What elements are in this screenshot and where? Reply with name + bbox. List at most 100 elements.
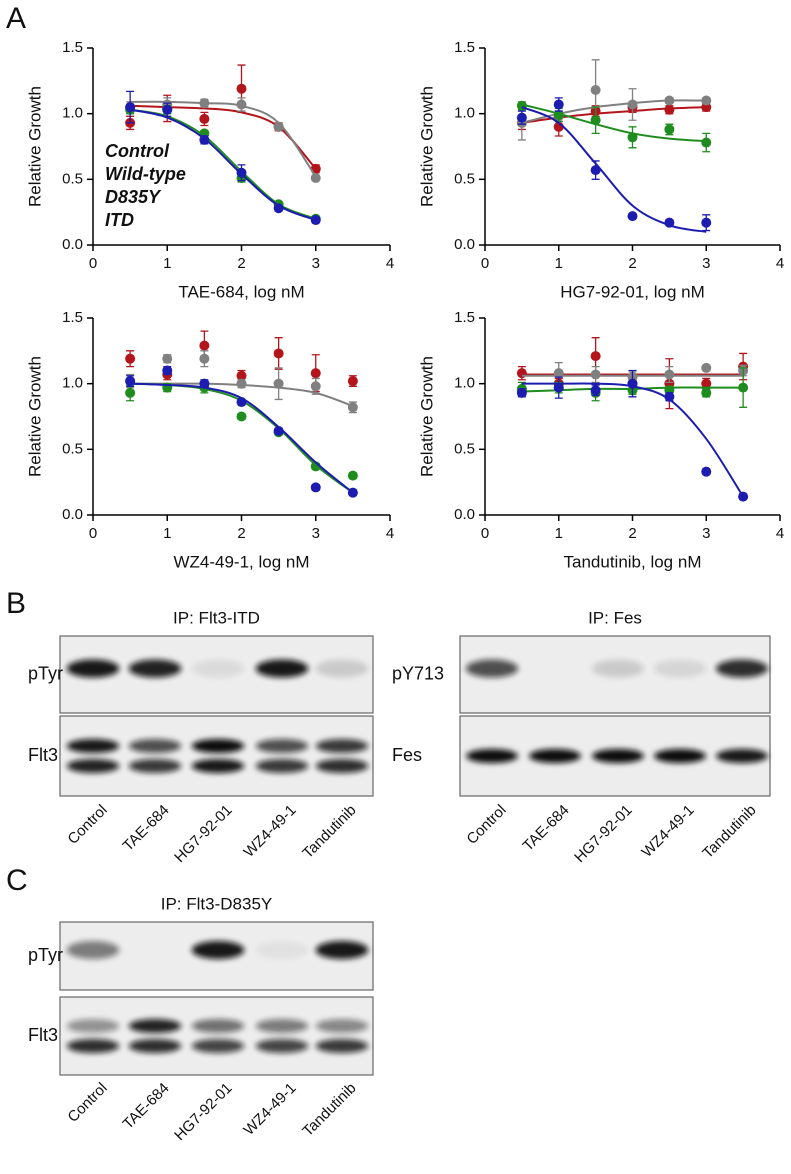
data-point bbox=[701, 466, 712, 477]
band bbox=[528, 749, 582, 763]
x-tick-label: 4 bbox=[386, 255, 394, 272]
x-tick-label: 4 bbox=[776, 525, 784, 542]
y-axis-label: Relative Growth bbox=[417, 356, 436, 477]
data-point bbox=[590, 165, 601, 176]
band bbox=[315, 759, 369, 773]
band bbox=[191, 1019, 245, 1033]
data-point bbox=[273, 425, 284, 436]
panel-label: B bbox=[6, 587, 26, 620]
y-tick-label: 1.0 bbox=[454, 375, 475, 392]
x-tick-label: 1 bbox=[163, 255, 171, 272]
data-point bbox=[664, 369, 675, 380]
data-point bbox=[590, 85, 601, 96]
y-tick-label: 0.5 bbox=[62, 440, 83, 457]
data-point bbox=[125, 387, 136, 398]
band bbox=[465, 749, 519, 763]
fit-curve bbox=[521, 382, 744, 498]
x-tick-label: 2 bbox=[628, 525, 636, 542]
x-tick-label: 4 bbox=[776, 255, 784, 272]
legend-entry: D835Y bbox=[105, 187, 162, 207]
data-point bbox=[236, 370, 247, 381]
data-point bbox=[516, 387, 527, 398]
x-tick-label: 1 bbox=[555, 525, 563, 542]
data-point bbox=[236, 397, 247, 408]
lane-label: WZ4-49-1 bbox=[240, 802, 299, 861]
data-point bbox=[701, 387, 712, 398]
lane-label: HG7-92-01 bbox=[171, 1080, 235, 1144]
data-point bbox=[664, 217, 675, 228]
x-tick-label: 2 bbox=[628, 255, 636, 272]
data-point bbox=[347, 402, 358, 413]
data-point bbox=[664, 95, 675, 106]
data-point bbox=[553, 368, 564, 379]
data-point bbox=[590, 351, 601, 362]
y-tick-label: 0.0 bbox=[62, 506, 83, 523]
x-tick-label: 3 bbox=[312, 525, 320, 542]
data-point bbox=[516, 112, 527, 123]
x-tick-label: 3 bbox=[702, 525, 710, 542]
x-tick-label: 0 bbox=[89, 525, 97, 542]
data-point bbox=[310, 215, 321, 226]
x-tick-label: 4 bbox=[386, 525, 394, 542]
x-axis-label: TAE-684, log nM bbox=[178, 282, 304, 301]
data-point bbox=[701, 95, 712, 106]
band bbox=[66, 659, 120, 678]
data-point bbox=[236, 378, 247, 389]
band bbox=[315, 941, 369, 959]
data-point bbox=[199, 378, 210, 389]
blot-box bbox=[59, 715, 374, 797]
data-point bbox=[627, 99, 638, 110]
band bbox=[315, 1019, 369, 1033]
y-tick-label: 1.0 bbox=[62, 375, 83, 392]
lane-label: HG7-92-01 bbox=[171, 802, 235, 866]
data-point bbox=[590, 369, 601, 380]
y-tick-label: 1.5 bbox=[454, 39, 475, 56]
lane-label: Control bbox=[64, 1080, 110, 1126]
band bbox=[128, 759, 182, 773]
band bbox=[315, 1039, 369, 1053]
band bbox=[591, 659, 645, 678]
panel-label: A bbox=[6, 2, 26, 35]
y-tick-label: 1.0 bbox=[62, 105, 83, 122]
data-point bbox=[273, 378, 284, 389]
legend-entry: ITD bbox=[105, 210, 134, 230]
data-point bbox=[664, 124, 675, 135]
legend-entry: Control bbox=[105, 141, 170, 161]
band bbox=[191, 659, 245, 678]
band bbox=[653, 659, 707, 678]
band bbox=[191, 759, 245, 773]
data-point bbox=[701, 362, 712, 373]
data-point bbox=[553, 99, 564, 110]
x-tick-label: 2 bbox=[237, 525, 245, 542]
y-axis-label: Relative Growth bbox=[25, 356, 44, 477]
data-point bbox=[310, 381, 321, 392]
blot-box bbox=[59, 996, 374, 1076]
data-point bbox=[236, 167, 247, 178]
lane-label: Control bbox=[463, 802, 509, 848]
fit-curve bbox=[521, 103, 707, 143]
y-tick-label: 1.0 bbox=[454, 105, 475, 122]
band bbox=[191, 1039, 245, 1053]
lane-label: Tandutinib bbox=[299, 1080, 359, 1140]
data-point bbox=[199, 353, 210, 364]
lane-label: HG7-92-01 bbox=[571, 802, 635, 866]
band bbox=[255, 941, 309, 959]
data-point bbox=[738, 491, 749, 502]
x-tick-label: 3 bbox=[312, 255, 320, 272]
lane-label: TAE-684 bbox=[520, 802, 573, 855]
data-point bbox=[738, 382, 749, 393]
data-point bbox=[553, 109, 564, 120]
data-point bbox=[664, 391, 675, 402]
x-tick-label: 1 bbox=[163, 525, 171, 542]
data-point bbox=[310, 173, 321, 184]
y-tick-label: 1.5 bbox=[62, 309, 83, 326]
blot-title: IP: Flt3-ITD bbox=[173, 608, 260, 627]
band bbox=[66, 941, 120, 959]
y-tick-label: 0.0 bbox=[454, 506, 475, 523]
x-axis-label: HG7-92-01, log nM bbox=[560, 282, 705, 301]
band bbox=[315, 659, 369, 678]
lane-label: Control bbox=[64, 802, 110, 848]
data-point bbox=[553, 382, 564, 393]
data-point bbox=[590, 385, 601, 396]
lane-label: WZ4-49-1 bbox=[638, 802, 697, 861]
